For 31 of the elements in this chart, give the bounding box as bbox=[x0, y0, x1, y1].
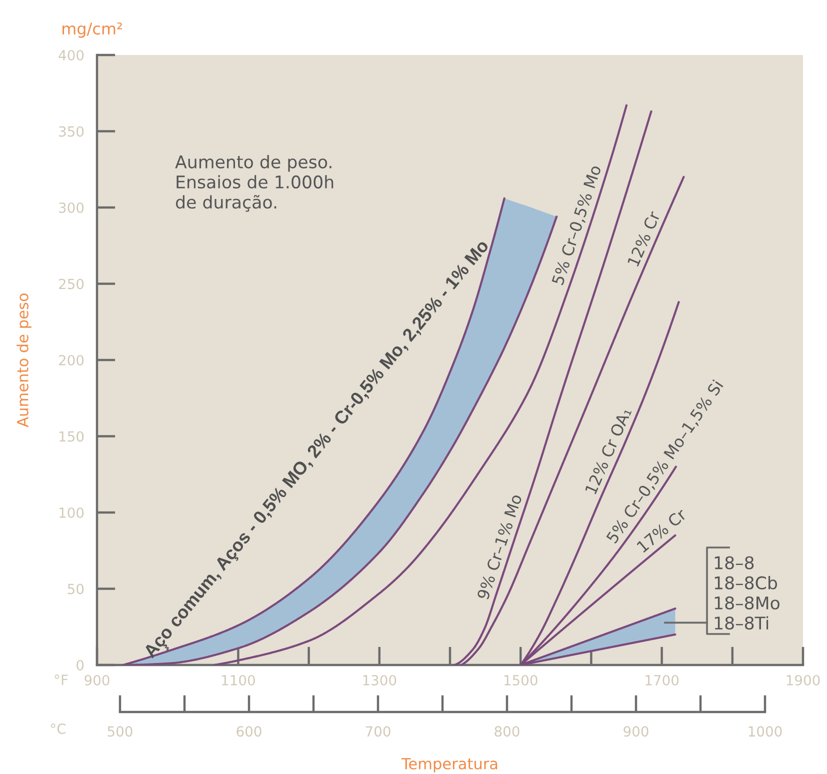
x-tick-label: 1300 bbox=[363, 674, 396, 686]
x-tick-label: 1700 bbox=[646, 674, 679, 686]
y-tick-label: 400 bbox=[58, 50, 84, 60]
y-tick-label: 300 bbox=[59, 202, 84, 213]
annotation: 18–8 18–8Cb 18–8Mo 18–8Ti bbox=[714, 556, 780, 630]
y-axis-title: Aumento de peso bbox=[16, 294, 32, 428]
x2-tick-label: 700 bbox=[366, 726, 390, 737]
x2-tick-label: 600 bbox=[236, 726, 262, 737]
y-tick-label: 250 bbox=[59, 278, 84, 290]
x-axis-title: Temperatura bbox=[401, 758, 498, 772]
annotation: Aumento de peso. Ensaios de 1.000h de duração. bbox=[175, 155, 334, 212]
x-tick-label: 1900 bbox=[786, 674, 820, 686]
y-tick-label: 100 bbox=[60, 507, 84, 518]
y-tick-label: 150 bbox=[60, 431, 84, 442]
x-tick-label: 1100 bbox=[222, 674, 255, 686]
y-tick-label: 350 bbox=[59, 126, 84, 137]
y-tick-label: 0 bbox=[76, 660, 84, 670]
text: °C bbox=[51, 724, 66, 734]
x-tick-label: 900 bbox=[84, 674, 110, 686]
y-tick-label: 200 bbox=[59, 354, 84, 366]
y-tick-label: 50 bbox=[68, 584, 84, 594]
x2-tick-label: 500 bbox=[108, 726, 132, 737]
annotation: 12% Cr bbox=[627, 210, 661, 267]
text: °F bbox=[54, 674, 68, 685]
text: mg/cm² bbox=[62, 22, 122, 38]
x-tick-label: 1500 bbox=[504, 674, 538, 686]
x2-tick-label: 1000 bbox=[748, 726, 782, 737]
x2-tick-label: 900 bbox=[624, 726, 648, 737]
x2-tick-label: 800 bbox=[494, 726, 520, 737]
annotation: 12% Cr OA₁ bbox=[584, 406, 632, 495]
annotation: 9% Cr–1% Mo bbox=[476, 494, 522, 600]
